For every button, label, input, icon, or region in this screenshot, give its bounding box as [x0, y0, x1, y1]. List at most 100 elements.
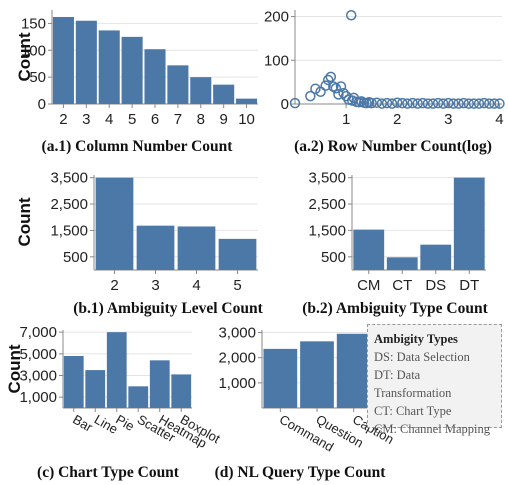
y-tick-label: 100 [264, 52, 289, 69]
point [407, 97, 418, 109]
bar-question [300, 341, 334, 408]
x-tick-label: 2 [110, 277, 118, 294]
y-tick-label: 200 [264, 9, 289, 26]
point [310, 83, 321, 94]
point [320, 80, 331, 91]
y-axis-label: Count [15, 197, 34, 246]
y-tick-label: 0 [281, 96, 289, 113]
bar-pie [106, 332, 127, 408]
point [494, 98, 505, 109]
caption-a1: (a.1) Column Number Count [42, 138, 234, 155]
point [463, 98, 475, 109]
legend-title: Ambigity Types [374, 332, 458, 346]
chart-a1: 0 50 100 150 2 3 4 5 6 7 8 9 10 Count (a.1) Column Num… [15, 10, 258, 155]
y-tick-label: 3,500 [50, 170, 88, 187]
bar-dt [453, 177, 485, 270]
point [422, 98, 434, 109]
point [437, 98, 449, 109]
bar-4 [177, 226, 216, 270]
y-tick-label: 1,000 [19, 389, 57, 406]
x-tick-label: 2 [393, 111, 401, 128]
point [371, 97, 383, 108]
x-tick-label: 5 [233, 277, 241, 294]
x-tick-label: DS [425, 277, 446, 294]
point [328, 81, 339, 92]
y-tick-label: 50 [29, 69, 46, 86]
bar-ct [386, 257, 418, 270]
caption-a2: (a.2) Row Number Count(log) [294, 138, 492, 155]
x-tick-label: 5 [128, 111, 136, 128]
x-tick-label: 6 [151, 111, 159, 128]
point [376, 98, 388, 109]
point [458, 97, 469, 109]
chart-a2: 0 100 200 1 2 3 4(a.2) Row Number Count(log) [264, 9, 505, 155]
bar-3 [75, 20, 97, 104]
y-axis-label: Count [15, 32, 34, 81]
point [478, 97, 490, 109]
point [322, 74, 334, 86]
y-tick-label: 2,000 [218, 350, 256, 367]
y-tick-label: 150 [21, 15, 46, 32]
point [417, 97, 429, 109]
bar-5 [121, 36, 143, 104]
y-tick-label: 100 [21, 42, 46, 59]
point [381, 97, 393, 109]
point [325, 71, 337, 83]
x-tick-label: 4 [495, 111, 503, 128]
point [489, 98, 500, 109]
caption-c: (c) Chart Type Count [37, 464, 180, 481]
bar-6 [144, 49, 166, 104]
bar-9 [213, 84, 235, 104]
y-tick-label: 1,500 [50, 222, 88, 239]
y-tick-label: 7,000 [19, 324, 57, 341]
ambiguity-types-legend: Ambigity Types DS: Data Selection DT: Da… [367, 324, 502, 436]
chart-c: 1,0003,0005,0007,000BarLinePieScatterHea… [5, 324, 223, 481]
y-tick-label: 2,500 [50, 196, 88, 213]
point [443, 97, 454, 109]
bar-cm [353, 229, 385, 270]
caption-b1: (b.1) Ambiguity Level Count [73, 300, 263, 317]
chart-b1: 500 1,500 2,500 3,500 2 3 4 5 Count (b.1) Ambigui… [15, 170, 264, 317]
x-tick-label: 2 [59, 111, 67, 128]
x-tick-label: 7 [174, 111, 182, 128]
point [448, 98, 459, 109]
x-tick-label: 10 [238, 111, 255, 128]
y-tick-label: 3,000 [19, 368, 57, 385]
point [391, 97, 403, 108]
point [386, 98, 398, 109]
point [330, 83, 342, 94]
bar-2 [95, 177, 134, 270]
x-tick-label: 8 [197, 111, 205, 128]
bar-2 [52, 16, 74, 104]
chart-b2: 500 1,500 2,500 3,500 CM CT DS DT (b.2) Ambiguit… [302, 170, 488, 317]
x-tick-label: Pie [113, 412, 137, 434]
x-tick-label: 4 [105, 111, 113, 128]
bar-ds [420, 244, 452, 270]
y-axis-label: Count [5, 344, 24, 393]
point [483, 98, 495, 109]
y-tick-label: 3,500 [308, 170, 346, 187]
bar-8 [190, 77, 212, 104]
point [315, 86, 326, 98]
y-tick-label: 0 [38, 96, 46, 113]
legend-item-dt: DT: Data Transformation [374, 368, 452, 400]
bar-scatter [128, 386, 149, 408]
point [432, 97, 444, 109]
bar-10 [236, 98, 258, 104]
y-tick-label: 1,500 [308, 222, 346, 239]
point [305, 90, 316, 102]
bar-7 [167, 65, 189, 104]
y-tick-label: 2,500 [308, 196, 346, 213]
point [338, 87, 349, 99]
y-tick-label: 500 [63, 249, 88, 266]
legend-item-ct: CT: Chart Type [374, 404, 452, 418]
x-tick-label: 3 [151, 277, 159, 294]
point [453, 98, 464, 109]
bar-3 [136, 225, 175, 270]
x-tick-label: 9 [219, 111, 227, 128]
legend-item-cm: CM: Channel Mapping [374, 422, 490, 436]
y-tick-label: 1,000 [218, 375, 256, 392]
x-tick-label: CM [357, 277, 380, 294]
point [335, 81, 347, 92]
